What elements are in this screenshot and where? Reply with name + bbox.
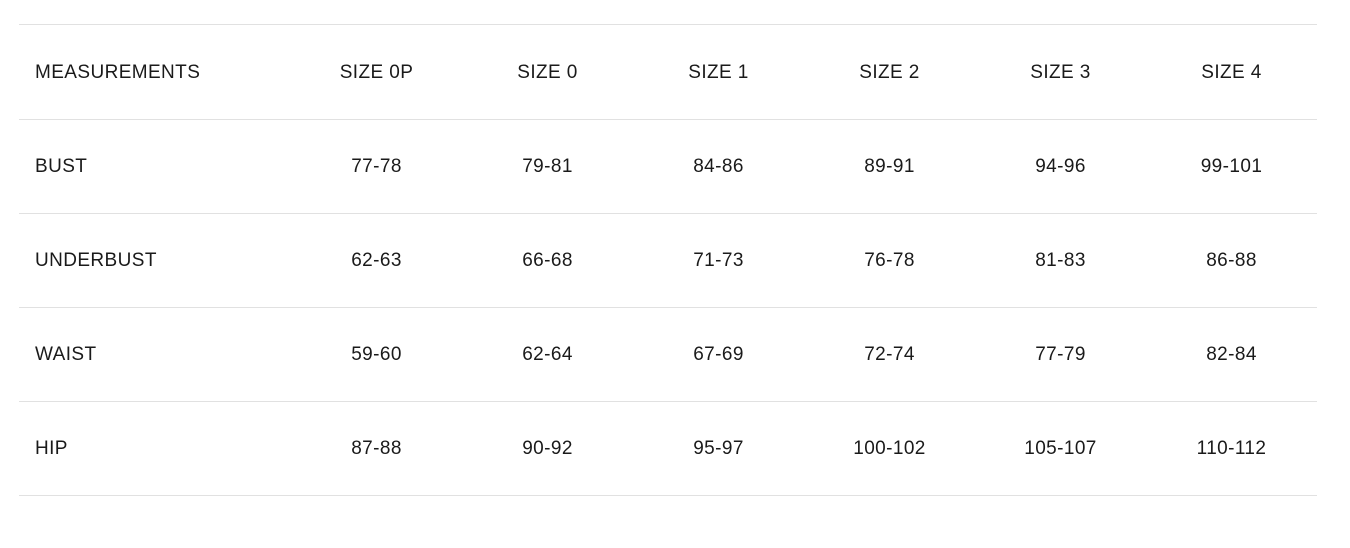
cell-bust-size-0: 79-81 <box>522 156 573 177</box>
row-label-waist: WAIST <box>35 344 97 365</box>
column-header-size-2: SIZE 2 <box>859 61 920 83</box>
cell-waist-size-0p: 59-60 <box>351 344 402 365</box>
cell-underbust-size-3: 81-83 <box>1035 250 1086 271</box>
header-row: MEASUREMENTS SIZE 0P SIZE 0 SIZE 1 SIZE … <box>19 25 1317 120</box>
cell-hip-size-4: 110-112 <box>1196 438 1267 459</box>
row-label-underbust: UNDERBUST <box>35 250 157 271</box>
column-header-size-0p: SIZE 0P <box>339 61 414 83</box>
table-row-bust: BUST 77-78 79-81 84-86 89-91 94-96 99-10… <box>19 120 1317 214</box>
cell-waist-size-3: 77-79 <box>1035 344 1086 365</box>
cell-bust-size-2: 89-91 <box>864 156 915 177</box>
row-label-bust: BUST <box>35 156 88 177</box>
cell-bust-size-4: 99-101 <box>1200 156 1263 177</box>
table-row-hip: HIP 87-88 90-92 95-97 100-102 105-107 11… <box>19 402 1317 496</box>
cell-underbust-size-4: 86-88 <box>1206 250 1257 271</box>
size-chart-section: MEASUREMENTS SIZE 0P SIZE 0 SIZE 1 SIZE … <box>19 24 1317 496</box>
cell-waist-size-4: 82-84 <box>1206 344 1257 365</box>
cell-hip-size-0p: 87-88 <box>351 438 402 459</box>
cell-bust-size-1: 84-86 <box>693 156 744 177</box>
cell-bust-size-3: 94-96 <box>1035 156 1086 177</box>
row-label-hip: HIP <box>35 438 68 459</box>
table-row-underbust: UNDERBUST 62-63 66-68 71-73 76-78 81-83 … <box>19 214 1317 308</box>
column-header-measurements: MEASUREMENTS <box>35 61 201 83</box>
cell-waist-size-2: 72-74 <box>864 344 915 365</box>
cell-hip-size-0: 90-92 <box>522 438 573 459</box>
column-header-size-4: SIZE 4 <box>1201 61 1262 83</box>
cell-hip-size-3: 105-107 <box>1024 438 1097 459</box>
size-chart-table: MEASUREMENTS SIZE 0P SIZE 0 SIZE 1 SIZE … <box>19 24 1317 496</box>
column-header-size-3: SIZE 3 <box>1030 61 1091 83</box>
column-header-size-0: SIZE 0 <box>517 61 578 83</box>
cell-waist-size-1: 67-69 <box>693 344 744 365</box>
cell-underbust-size-0p: 62-63 <box>351 250 402 271</box>
cell-waist-size-0: 62-64 <box>522 344 573 365</box>
cell-hip-size-2: 100-102 <box>853 438 926 459</box>
cell-hip-size-1: 95-97 <box>693 438 744 459</box>
table-row-waist: WAIST 59-60 62-64 67-69 72-74 77-79 82-8… <box>19 308 1317 402</box>
cell-bust-size-0p: 77-78 <box>351 156 402 177</box>
cell-underbust-size-0: 66-68 <box>522 250 573 271</box>
cell-underbust-size-2: 76-78 <box>864 250 915 271</box>
column-header-size-1: SIZE 1 <box>688 61 749 83</box>
cell-underbust-size-1: 71-73 <box>693 250 744 271</box>
